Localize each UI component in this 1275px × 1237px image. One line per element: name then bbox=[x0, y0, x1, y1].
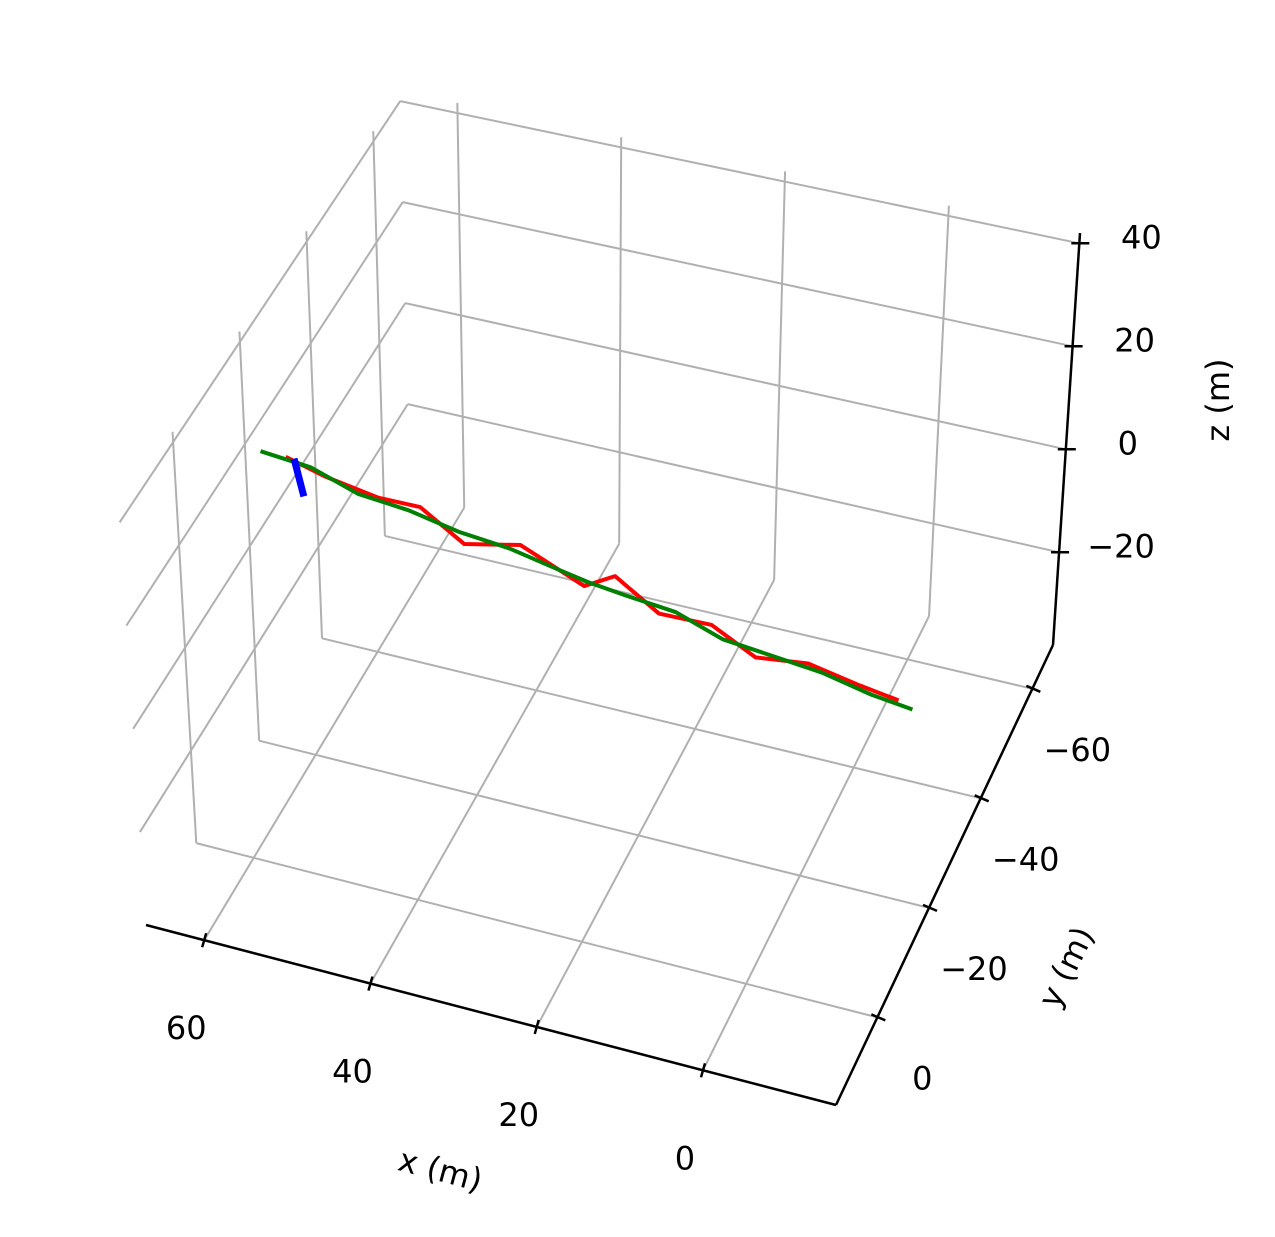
grid-line bbox=[402, 201, 1073, 348]
grid-line bbox=[369, 543, 621, 985]
trajectory-line bbox=[290, 457, 308, 498]
grid-line bbox=[203, 507, 466, 941]
grid-line bbox=[702, 615, 930, 1071]
grid-line bbox=[535, 579, 775, 1028]
grid-line bbox=[171, 431, 198, 844]
x-tick-label: 40 bbox=[332, 1053, 373, 1091]
grid-line bbox=[400, 100, 1080, 245]
x-tick-label: 20 bbox=[498, 1096, 539, 1134]
z-tick-label: 40 bbox=[1121, 218, 1162, 256]
grid-line bbox=[196, 842, 878, 1019]
grid-line bbox=[372, 131, 386, 536]
grid-line bbox=[321, 637, 981, 800]
grid-line bbox=[928, 205, 950, 617]
grid bbox=[118, 100, 1080, 1071]
grid-line bbox=[407, 403, 1060, 554]
z-axis-line bbox=[1051, 232, 1082, 646]
x-tick-label: 0 bbox=[675, 1139, 695, 1177]
x-tick bbox=[533, 1019, 540, 1035]
grid-line bbox=[618, 137, 623, 544]
grid-line bbox=[132, 302, 407, 730]
y-axis-line bbox=[834, 644, 1055, 1106]
x-tick bbox=[367, 976, 374, 991]
grid-line bbox=[125, 201, 404, 627]
y-tick bbox=[870, 1013, 886, 1022]
grid-line bbox=[238, 331, 261, 741]
x-tick bbox=[699, 1062, 707, 1078]
x-tick-label: 60 bbox=[166, 1009, 207, 1047]
axes: 0 20 40 60 −60 −40 −20 0 −20 0 20 40 bbox=[145, 218, 1162, 1177]
y-tick bbox=[922, 903, 938, 913]
trajectory-line bbox=[259, 449, 914, 712]
grid-line bbox=[305, 231, 323, 639]
grid-line bbox=[118, 100, 402, 523]
y-tick-label: 0 bbox=[912, 1059, 932, 1097]
grid-line bbox=[139, 403, 409, 833]
data-lines bbox=[259, 449, 914, 712]
grid-line bbox=[384, 534, 1033, 690]
y-tick-label: −20 bbox=[940, 950, 1008, 988]
z-tick-label: 20 bbox=[1114, 321, 1155, 359]
grid-line bbox=[258, 739, 930, 909]
x-tick bbox=[200, 932, 208, 948]
grid-line bbox=[456, 102, 466, 508]
y-tick bbox=[974, 794, 990, 803]
y-tick bbox=[1025, 684, 1041, 693]
x-axis-line bbox=[145, 923, 837, 1107]
z-tick-label: 0 bbox=[1118, 424, 1138, 462]
y-tick-label: −40 bbox=[992, 840, 1060, 878]
y-tick-label: −60 bbox=[1044, 731, 1112, 769]
z-tick-label: −20 bbox=[1087, 527, 1155, 565]
grid-line bbox=[773, 171, 787, 580]
z-axis-label: z (m) bbox=[1199, 358, 1237, 441]
grid-line bbox=[405, 302, 1067, 451]
